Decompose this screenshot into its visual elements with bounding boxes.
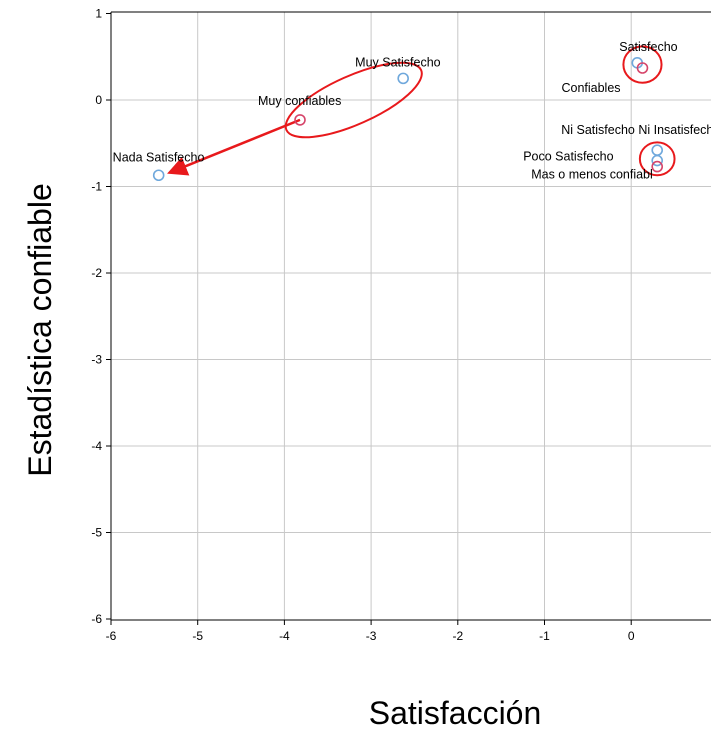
- grid-lines: [111, 12, 711, 620]
- highlight-ellipse: [622, 45, 663, 84]
- axis-ticks: -6 -5 -4 -3 -2 -1 0 1 0 -1 -2 -3 -4 -5 -6: [91, 7, 635, 644]
- point-label: Poco Satisfecho: [523, 150, 613, 164]
- highlight-ellipse: [638, 141, 676, 177]
- annotations: [167, 45, 676, 177]
- y-tick-label: 0: [95, 93, 102, 107]
- highlight-ellipse: [284, 61, 423, 139]
- point-label: Satisfecho: [619, 40, 677, 54]
- x-tick-label: -2: [452, 629, 463, 643]
- point-label: Confiables: [561, 81, 620, 95]
- x-tick-label: -1: [539, 629, 550, 643]
- y-tick-label: -1: [91, 180, 102, 194]
- x-tick-label: 0: [628, 629, 635, 643]
- point-label: Ni Satisfecho Ni Insatisfecho: [561, 123, 711, 137]
- x-tick-label: -6: [106, 629, 117, 643]
- data-point: [651, 160, 664, 173]
- data-point: [294, 114, 306, 126]
- x-axis-title: Satisfacción: [369, 695, 542, 729]
- data-point: [651, 154, 664, 167]
- point-label: Nada Satisfecho: [113, 150, 205, 164]
- data-point: [636, 62, 649, 74]
- y-tick-label: -3: [91, 353, 102, 367]
- data-point: [152, 169, 165, 182]
- y-tick-label: -5: [91, 526, 102, 540]
- y-tick-label: -4: [91, 439, 102, 453]
- x-tick-label: -3: [366, 629, 377, 643]
- point-label: Mas o menos confiabl: [531, 168, 653, 182]
- y-tick-label: 1: [95, 7, 102, 21]
- y-tick-label: -2: [91, 266, 102, 280]
- data-point: [651, 144, 664, 156]
- x-tick-label: -5: [192, 629, 203, 643]
- point-label: Muy Satisfecho: [355, 55, 441, 69]
- x-tick-label: -4: [279, 629, 290, 643]
- annotation-arrow: [167, 118, 301, 176]
- plot-frame: [110, 11, 711, 621]
- data-points: [152, 57, 664, 182]
- data-point: [397, 72, 409, 85]
- y-axis-title: Estadística confiable: [22, 183, 58, 477]
- point-label: Muy confiables: [258, 94, 341, 108]
- point-labels: Muy Satisfecho Satisfecho Ni Satisfecho Ni…: [113, 40, 711, 182]
- y-tick-label: -6: [91, 612, 102, 626]
